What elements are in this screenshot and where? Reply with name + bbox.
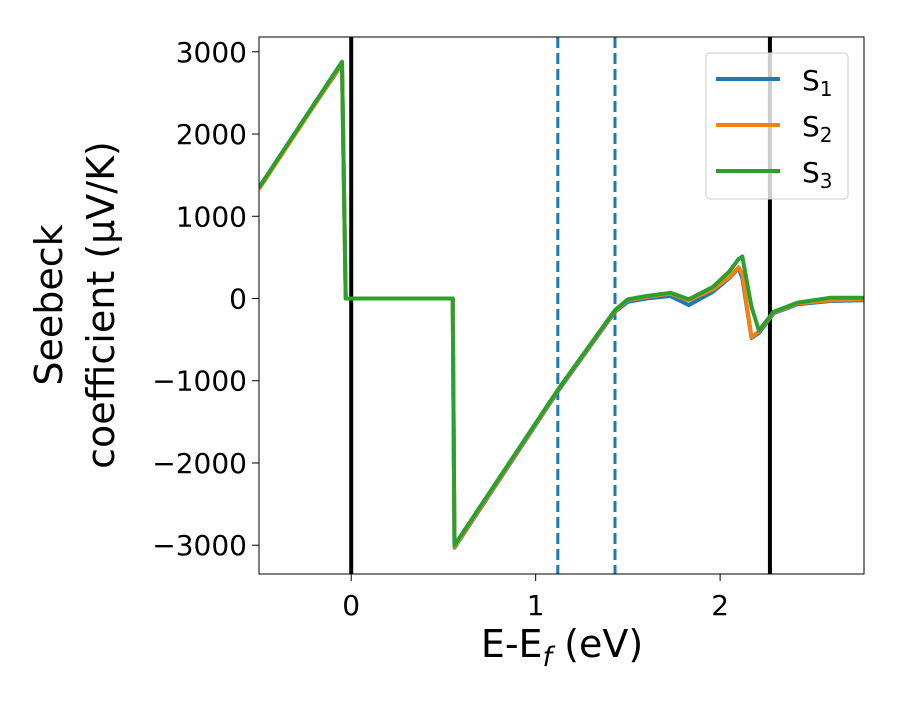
plot-frame bbox=[258, 36, 865, 575]
legend-entry: S3 bbox=[802, 156, 833, 193]
legend-entry: S2 bbox=[802, 110, 833, 147]
y-tick-label: −3000 bbox=[152, 529, 247, 562]
y-tick-label: 1000 bbox=[176, 200, 247, 233]
y-tick-label: 0 bbox=[229, 283, 247, 316]
y-tick-label: 2000 bbox=[176, 118, 247, 151]
x-tick-label: 2 bbox=[711, 589, 729, 622]
x-axis-label: E-Ef (eV) bbox=[481, 622, 643, 673]
y-tick-label: −1000 bbox=[152, 365, 247, 398]
y-tick-label: −2000 bbox=[152, 447, 247, 480]
x-tick-label: 1 bbox=[527, 589, 545, 622]
legend-entry: S1 bbox=[802, 64, 833, 101]
y-axis-label-line2: coefficient (μV/K) bbox=[79, 141, 123, 469]
series-line-S3 bbox=[259, 59, 864, 548]
x-tick-label: 0 bbox=[342, 589, 360, 622]
y-tick-label: 3000 bbox=[176, 36, 247, 69]
legend: S1 S2 S3 bbox=[705, 52, 849, 200]
y-axis-label-line1: Seebeck bbox=[27, 224, 71, 385]
